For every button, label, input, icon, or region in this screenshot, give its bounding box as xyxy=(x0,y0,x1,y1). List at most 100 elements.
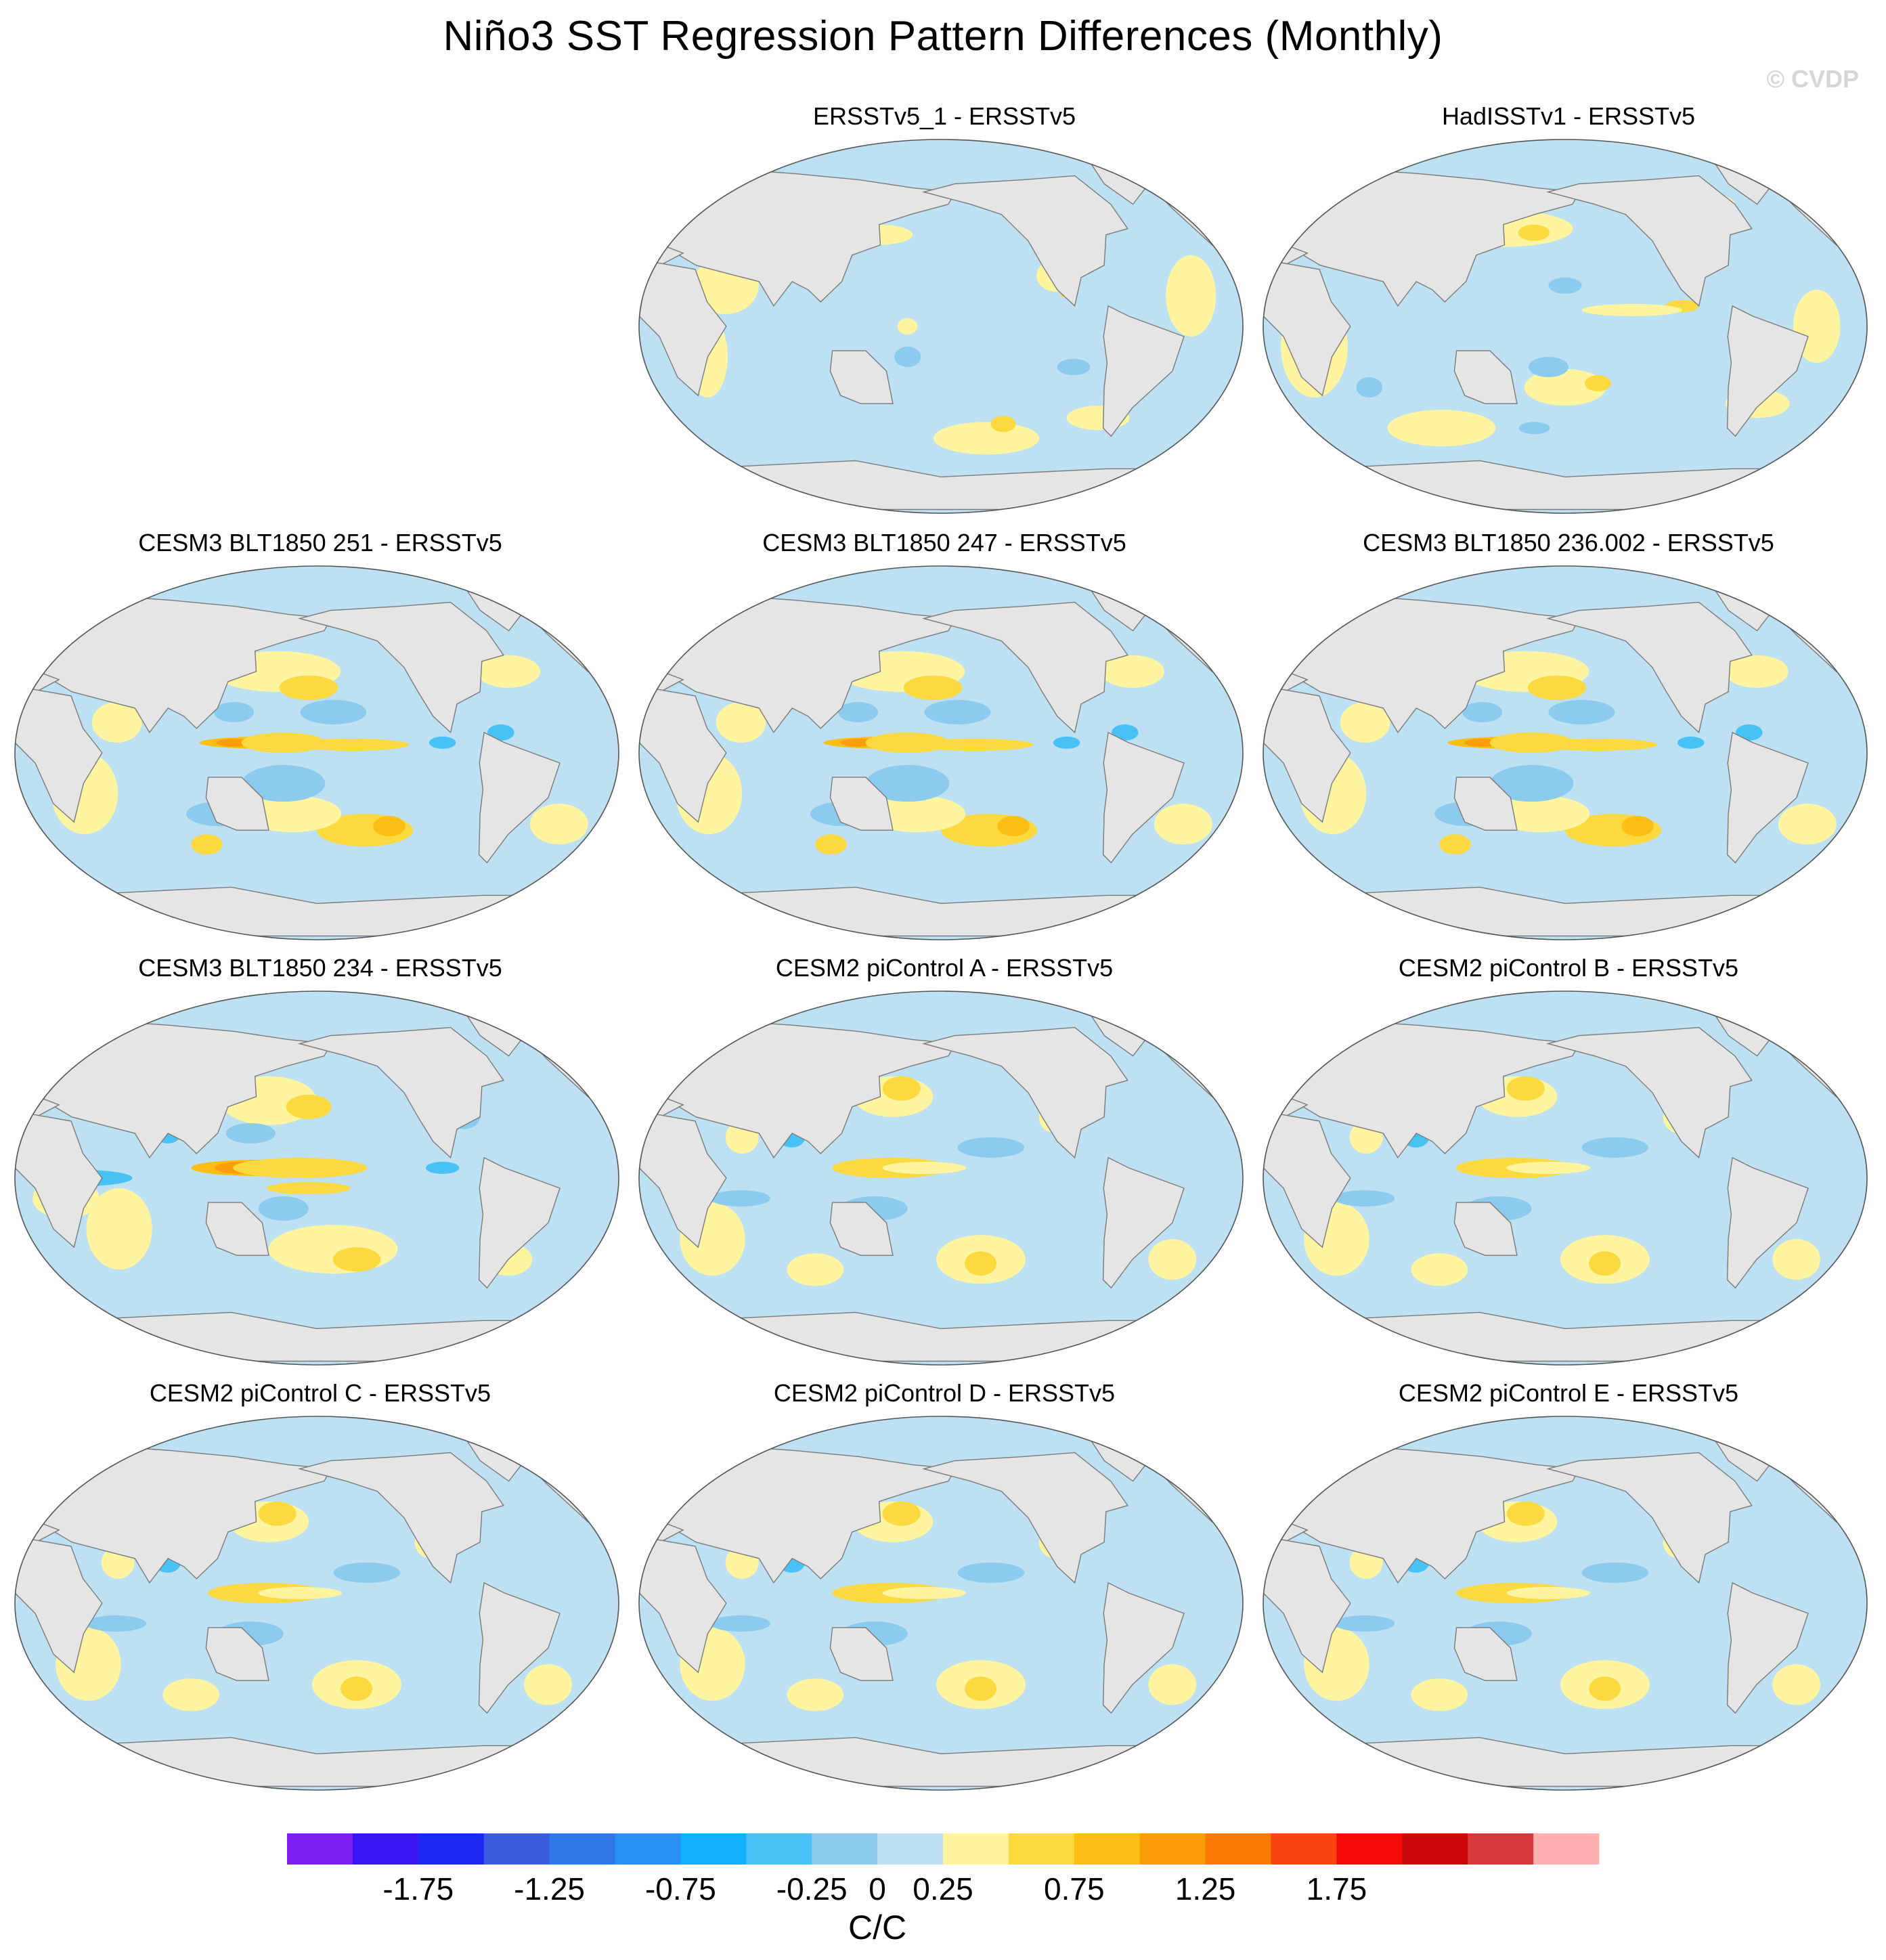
land-africa xyxy=(1263,687,1351,823)
panel-title: CESM3 BLT1850 234 - ERSSTv5 xyxy=(138,954,502,982)
cool-anomaly xyxy=(242,765,326,802)
land-southam xyxy=(478,1582,561,1714)
cool-anomaly xyxy=(1334,1615,1395,1632)
map-panel: CESM2 piControl E - ERSSTv5 xyxy=(1260,1378,1877,1798)
warm-anomaly xyxy=(867,796,966,833)
panel-title: CESM3 BLT1850 247 - ERSSTv5 xyxy=(762,529,1126,557)
land-australia xyxy=(1453,1202,1518,1256)
cool-anomaly xyxy=(710,1615,771,1632)
colorbar-tick-label: 1.75 xyxy=(1307,1871,1367,1907)
map-panel: ERSSTv5_1 - ERSSTv5 xyxy=(636,102,1252,521)
page-title: Niño3 SST Regression Pattern Differences… xyxy=(443,13,1443,60)
land-southam xyxy=(1102,305,1185,437)
warm-anomaly xyxy=(524,1664,573,1705)
warm-anomaly xyxy=(1148,1239,1197,1280)
warm-anomaly xyxy=(787,1253,844,1286)
global-map xyxy=(14,1416,619,1791)
warm-anomaly xyxy=(1506,1076,1545,1101)
global-map xyxy=(638,1416,1244,1791)
land-africa xyxy=(1263,1112,1351,1248)
warm-anomaly xyxy=(1148,1664,1197,1705)
colorbar-tick-label: 0.25 xyxy=(913,1871,973,1907)
cool-anomaly xyxy=(838,701,878,722)
global-map xyxy=(638,990,1244,1366)
warm-anomaly xyxy=(1589,1676,1621,1701)
map-panel: CESM2 piControl D - ERSSTv5 xyxy=(636,1378,1252,1798)
warm-anomaly xyxy=(1772,1239,1821,1280)
cool-anomaly xyxy=(258,1196,309,1221)
colorbar-tick-label: -0.75 xyxy=(645,1871,716,1907)
land-australia xyxy=(829,1627,894,1681)
land-southam xyxy=(1726,731,1809,864)
land-africa xyxy=(639,1537,727,1674)
warm-anomaly xyxy=(1724,655,1789,688)
warm-anomaly xyxy=(882,1076,921,1101)
land-australia xyxy=(205,1202,269,1256)
global-map xyxy=(14,990,619,1366)
land-northam xyxy=(1545,1452,1753,1584)
colorbar-swatch xyxy=(1533,1833,1600,1865)
warm-anomaly xyxy=(933,422,1040,455)
cool-anomaly xyxy=(894,347,921,368)
warm-anomaly xyxy=(258,1501,297,1526)
panel-title: CESM2 piControl C - ERSSTv5 xyxy=(149,1379,491,1407)
colorbar-swatch xyxy=(746,1833,812,1865)
colorbar-swatch xyxy=(549,1833,615,1865)
colorbar-swatch xyxy=(1008,1833,1075,1865)
warm-anomaly xyxy=(1154,804,1212,845)
cool-anomaly xyxy=(1529,357,1569,378)
map-border xyxy=(1263,990,1868,1366)
colorbar-swatch xyxy=(1074,1833,1141,1865)
map-border xyxy=(638,1416,1244,1791)
warm-anomaly xyxy=(1387,410,1496,447)
map-panel: CESM3 BLT1850 236.002 - ERSSTv5 xyxy=(1260,528,1877,948)
colorbar: -1.75 -1.25 -0.75 -0.25 0 0.25 0.75 1.25 1.75 C/C xyxy=(287,1833,1600,1946)
panel-title: CESM3 BLT1850 251 - ERSSTv5 xyxy=(138,529,502,557)
panel-title: CESM2 piControl E - ERSSTv5 xyxy=(1398,1379,1739,1407)
warm-anomaly xyxy=(1506,1501,1545,1526)
warm-anomaly xyxy=(1506,1586,1591,1599)
land-southam xyxy=(1102,1156,1185,1289)
cool-anomaly xyxy=(1334,1190,1395,1207)
cool-anomaly xyxy=(957,1137,1025,1158)
warm-anomaly xyxy=(1166,255,1216,337)
warm-anomaly xyxy=(476,655,540,688)
colorbar-swatch xyxy=(1468,1833,1534,1865)
map-border xyxy=(14,1416,619,1791)
colorbar-swatch xyxy=(352,1833,419,1865)
cvdp-watermark: © CVDP xyxy=(1766,65,1859,93)
warm-anomaly xyxy=(243,796,342,833)
land-australia xyxy=(205,1627,269,1681)
warm-anomaly xyxy=(915,738,1034,751)
panel-title: CESM2 piControl B - ERSSTv5 xyxy=(1398,954,1739,982)
global-map xyxy=(14,565,619,940)
cool-anomaly xyxy=(710,1190,771,1207)
land-northam xyxy=(1545,1026,1753,1159)
cool-anomaly xyxy=(1548,277,1582,294)
colorbar-tick-label: 0.75 xyxy=(1044,1871,1105,1907)
map-panel: CESM3 BLT1850 234 - ERSSTv5 xyxy=(12,953,628,1373)
warm-anomaly xyxy=(1518,224,1550,241)
warm-anomaly xyxy=(341,1676,373,1701)
map-border xyxy=(14,565,619,940)
warm-anomaly xyxy=(1491,796,1590,833)
land-northam xyxy=(921,601,1128,734)
global-map xyxy=(1263,990,1868,1366)
warm-anomaly xyxy=(1411,1253,1468,1286)
cool-anomaly xyxy=(214,701,254,722)
map-panel: CESM2 piControl C - ERSSTv5 xyxy=(12,1378,628,1798)
colorbar-swatch xyxy=(1271,1833,1337,1865)
warm-anomaly xyxy=(1411,1678,1468,1712)
warm-anomaly xyxy=(191,834,223,855)
map-panel: HadISSTv1 - ERSSTv5 xyxy=(1260,102,1877,521)
colorbar-swatch xyxy=(812,1833,878,1865)
warm-anomaly xyxy=(997,816,1030,837)
map-border xyxy=(638,990,1244,1366)
global-map xyxy=(1263,139,1868,514)
cool-anomaly xyxy=(300,699,367,724)
map-panel: CESM2 piControl A - ERSSTv5 xyxy=(636,953,1252,1373)
land-africa xyxy=(639,1112,727,1248)
warm-anomaly xyxy=(216,738,250,747)
map-border xyxy=(638,139,1244,514)
cool-anomaly xyxy=(1518,422,1550,435)
